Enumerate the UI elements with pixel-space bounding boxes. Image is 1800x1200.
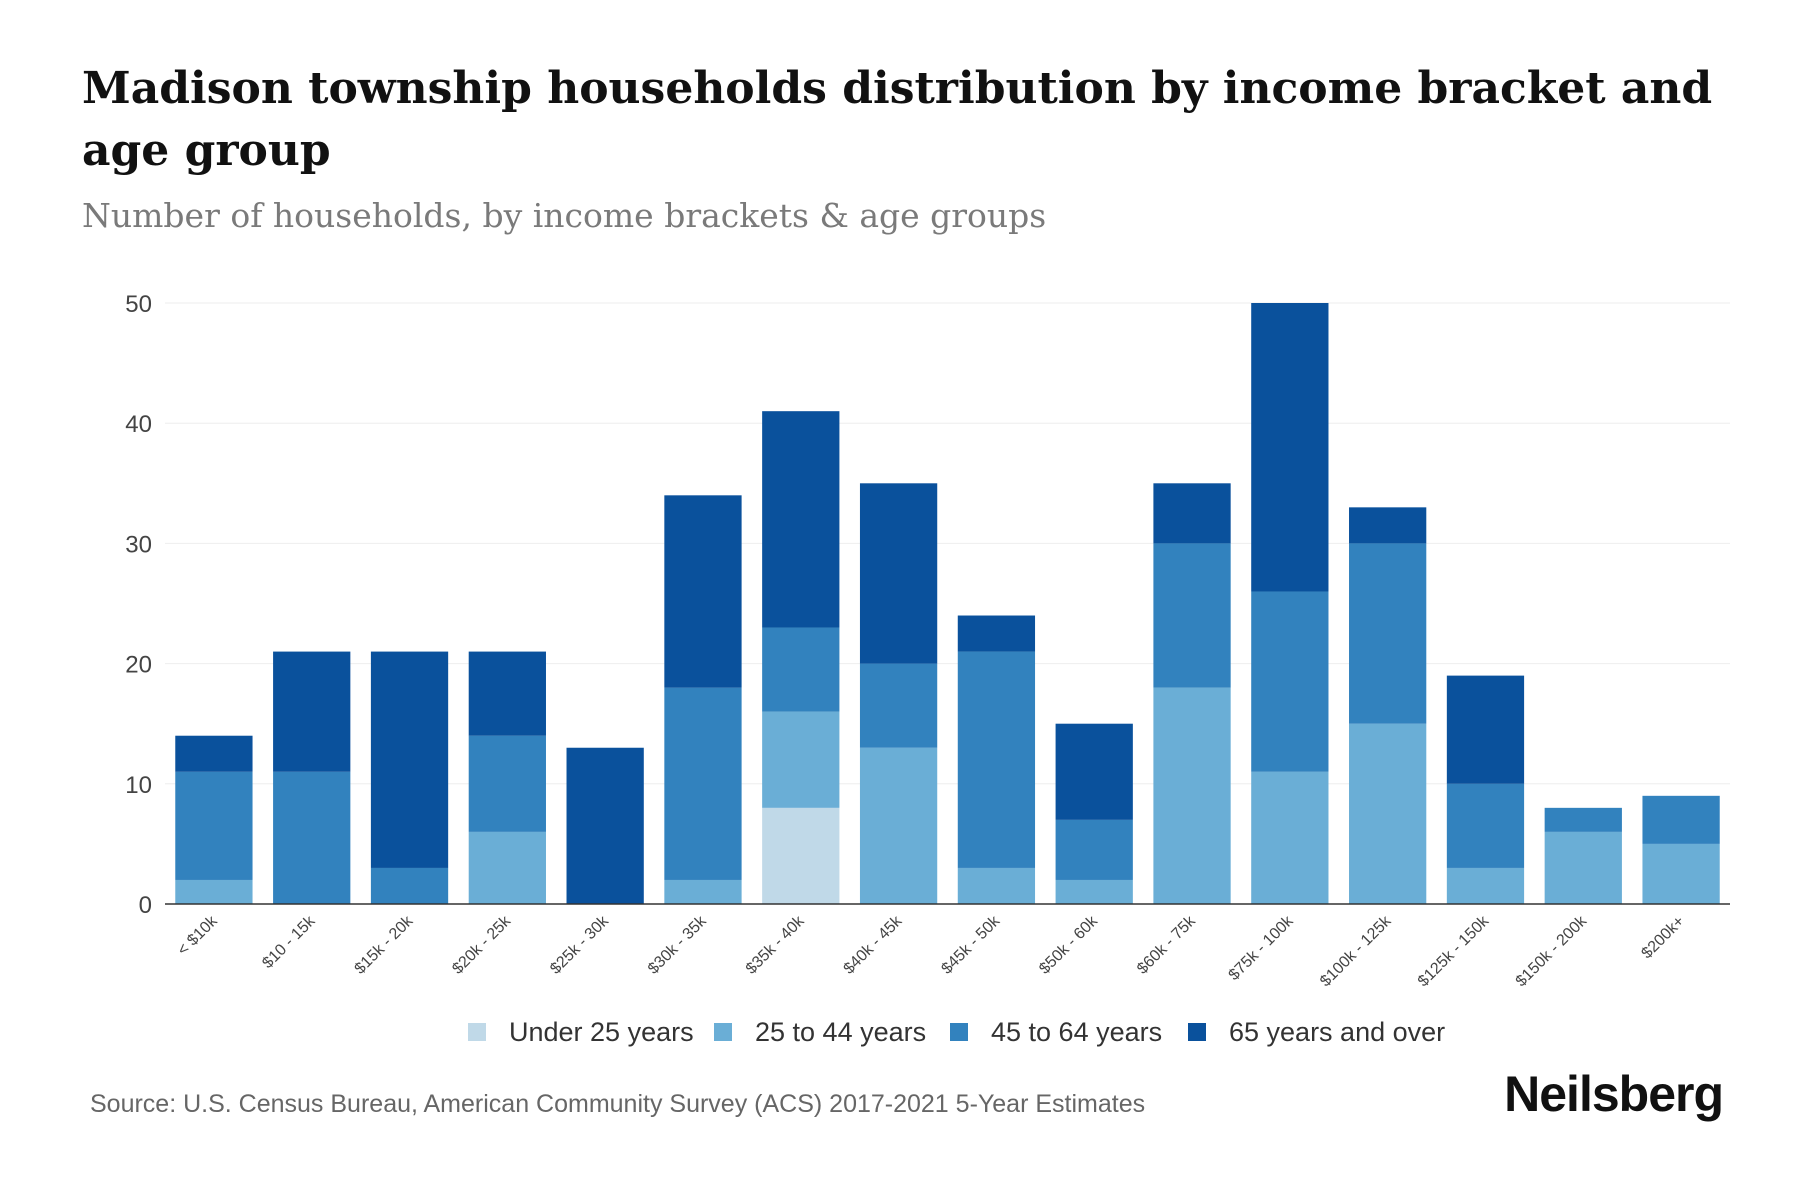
chart-area: 0 10 20 30 40 50 < $10k $10 - 15k $15k - 20k $20k… bbox=[125, 291, 1730, 1047]
y-tick-label: 30 bbox=[125, 531, 152, 558]
y-tick-label: 10 bbox=[125, 772, 152, 799]
bar-segment bbox=[1055, 723, 1133, 820]
bar-segment bbox=[566, 747, 644, 904]
bar-segment bbox=[175, 771, 253, 880]
y-tick-label: 50 bbox=[125, 291, 152, 318]
bar-segment bbox=[1251, 771, 1329, 904]
bar-segment bbox=[859, 747, 938, 904]
bar-segment bbox=[859, 483, 938, 664]
bar-segment bbox=[370, 651, 449, 868]
bar-segment bbox=[859, 663, 938, 748]
bar-segment bbox=[957, 615, 1036, 652]
bar-segment bbox=[762, 807, 840, 904]
bar-segment bbox=[1153, 687, 1231, 904]
x-tick-label: $30k - 35k bbox=[645, 912, 711, 978]
x-tick-label: $50k - 60k bbox=[1036, 912, 1102, 978]
y-tick-label: 40 bbox=[125, 411, 152, 438]
bars bbox=[175, 303, 1720, 904]
bar-segment bbox=[273, 771, 351, 904]
x-tick-label: < $10k bbox=[174, 912, 221, 959]
legend: Under 25 years 25 to 44 years 45 to 64 yea… bbox=[468, 1017, 1445, 1047]
x-tick-label: $25k - 30k bbox=[547, 912, 613, 978]
legend-label: 65 years and over bbox=[1229, 1017, 1445, 1047]
chart-subtitle: Number of households, by income brackets… bbox=[82, 196, 1047, 235]
x-tick-label: $20k - 25k bbox=[449, 912, 515, 978]
bar-segment bbox=[762, 411, 840, 628]
legend-swatch bbox=[950, 1023, 968, 1041]
bar-segment bbox=[1153, 483, 1231, 544]
bar-segment bbox=[1349, 723, 1427, 904]
bar-segment bbox=[370, 867, 449, 904]
legend-label: 25 to 44 years bbox=[755, 1017, 926, 1047]
bar-segment bbox=[1544, 807, 1622, 832]
bar-segment bbox=[762, 627, 840, 712]
bar-segment bbox=[175, 735, 253, 772]
bar-segment bbox=[1642, 795, 1720, 844]
bar-segment bbox=[1446, 675, 1525, 784]
bar-segment bbox=[1251, 591, 1329, 772]
bar-segment bbox=[957, 651, 1036, 868]
x-tick-label: $45k - 50k bbox=[938, 912, 1004, 978]
legend-swatch bbox=[714, 1023, 732, 1041]
x-tick-label: $10 - 15k bbox=[259, 912, 319, 972]
bar-segment bbox=[1642, 843, 1720, 904]
x-tick-label: $60k - 75k bbox=[1134, 912, 1200, 978]
bar-segment bbox=[468, 735, 546, 832]
source-note: Source: U.S. Census Bureau, American Com… bbox=[90, 1090, 1146, 1118]
legend-label: 45 to 64 years bbox=[991, 1017, 1162, 1047]
x-tick-label: $200k+ bbox=[1638, 913, 1687, 962]
bar-segment bbox=[1055, 879, 1133, 904]
bar-segment bbox=[1055, 819, 1133, 880]
bar-segment bbox=[664, 879, 742, 904]
bar-segment bbox=[273, 651, 351, 772]
bar-segment bbox=[175, 879, 253, 904]
bar-segment bbox=[1349, 543, 1427, 724]
bar-segment bbox=[1251, 303, 1329, 592]
x-tick-label: $15k - 20k bbox=[352, 912, 418, 978]
legend-swatch bbox=[1188, 1023, 1206, 1041]
bar-segment bbox=[1544, 831, 1622, 904]
bar-segment bbox=[1446, 867, 1525, 904]
bar-segment bbox=[468, 651, 546, 736]
x-tick-label: $75k - 100k bbox=[1226, 912, 1298, 984]
neilsberg-logo: Neilsberg bbox=[1504, 1066, 1724, 1122]
bar-segment bbox=[1446, 783, 1525, 868]
bar-segment bbox=[762, 711, 840, 808]
legend-label: Under 25 years bbox=[509, 1017, 694, 1047]
bar-segment bbox=[664, 495, 742, 688]
y-tick-label: 0 bbox=[139, 892, 152, 919]
bar-segment bbox=[664, 687, 742, 880]
bar-segment bbox=[957, 867, 1036, 904]
y-tick-label: 20 bbox=[125, 652, 152, 679]
bar-segment bbox=[1349, 507, 1427, 544]
bar-segment bbox=[1153, 543, 1231, 688]
x-tick-label: $150k - 200k bbox=[1513, 912, 1591, 990]
x-tick-label: $100k - 125k bbox=[1317, 912, 1395, 990]
x-tick-label: $35k - 40k bbox=[743, 912, 809, 978]
x-tick-label: $40k - 45k bbox=[841, 912, 907, 978]
bar-segment bbox=[468, 831, 546, 904]
legend-swatch bbox=[468, 1023, 486, 1041]
chart-title: Madison township households distribution… bbox=[82, 63, 1713, 176]
x-tick-label: $125k - 150k bbox=[1415, 912, 1493, 990]
